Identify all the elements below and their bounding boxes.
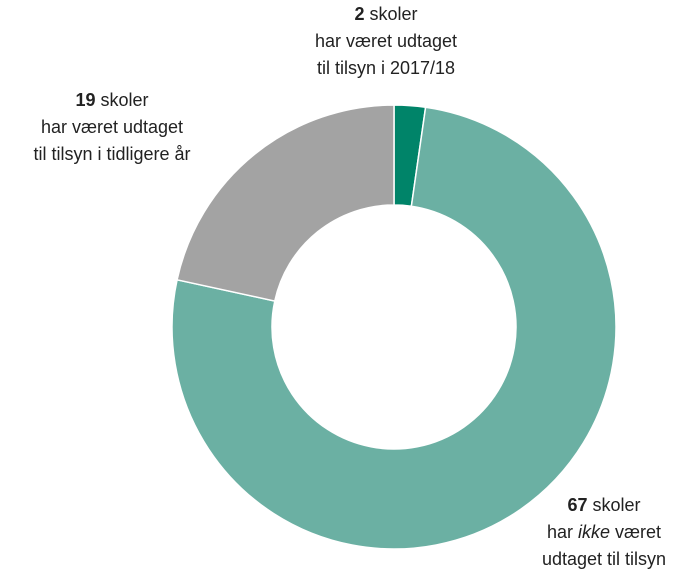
label-text: ikke <box>578 522 610 542</box>
label-text: til tilsyn i tidligere år <box>33 144 190 164</box>
label-unit: skoler <box>370 4 418 24</box>
label-line: udtaget til tilsyn <box>542 549 666 569</box>
label-line: til tilsyn i 2017/18 <box>317 58 455 78</box>
label-text: udtaget til tilsyn <box>542 549 666 569</box>
segment-label: 67 skoler <box>567 495 640 515</box>
label-line: har været udtaget <box>41 117 183 137</box>
donut-segment <box>171 106 617 550</box>
segment-label: 2 skoler <box>354 4 417 24</box>
label-number: 2 <box>354 4 364 24</box>
label-number: 19 <box>75 90 95 110</box>
donut-segment <box>176 104 395 302</box>
label-number: 67 <box>567 495 587 515</box>
label-line: har været udtaget <box>315 31 457 51</box>
label-text: været <box>615 522 661 542</box>
label-line: til tilsyn i tidligere år <box>33 144 190 164</box>
label-line: har ikke været <box>547 522 661 542</box>
label-text: til tilsyn i 2017/18 <box>317 58 455 78</box>
label-unit: skoler <box>593 495 641 515</box>
label-text: har været udtaget <box>41 117 183 137</box>
label-text: har <box>547 522 573 542</box>
segment-label: 19 skoler <box>75 90 148 110</box>
label-text: har været udtaget <box>315 31 457 51</box>
label-unit: skoler <box>101 90 149 110</box>
